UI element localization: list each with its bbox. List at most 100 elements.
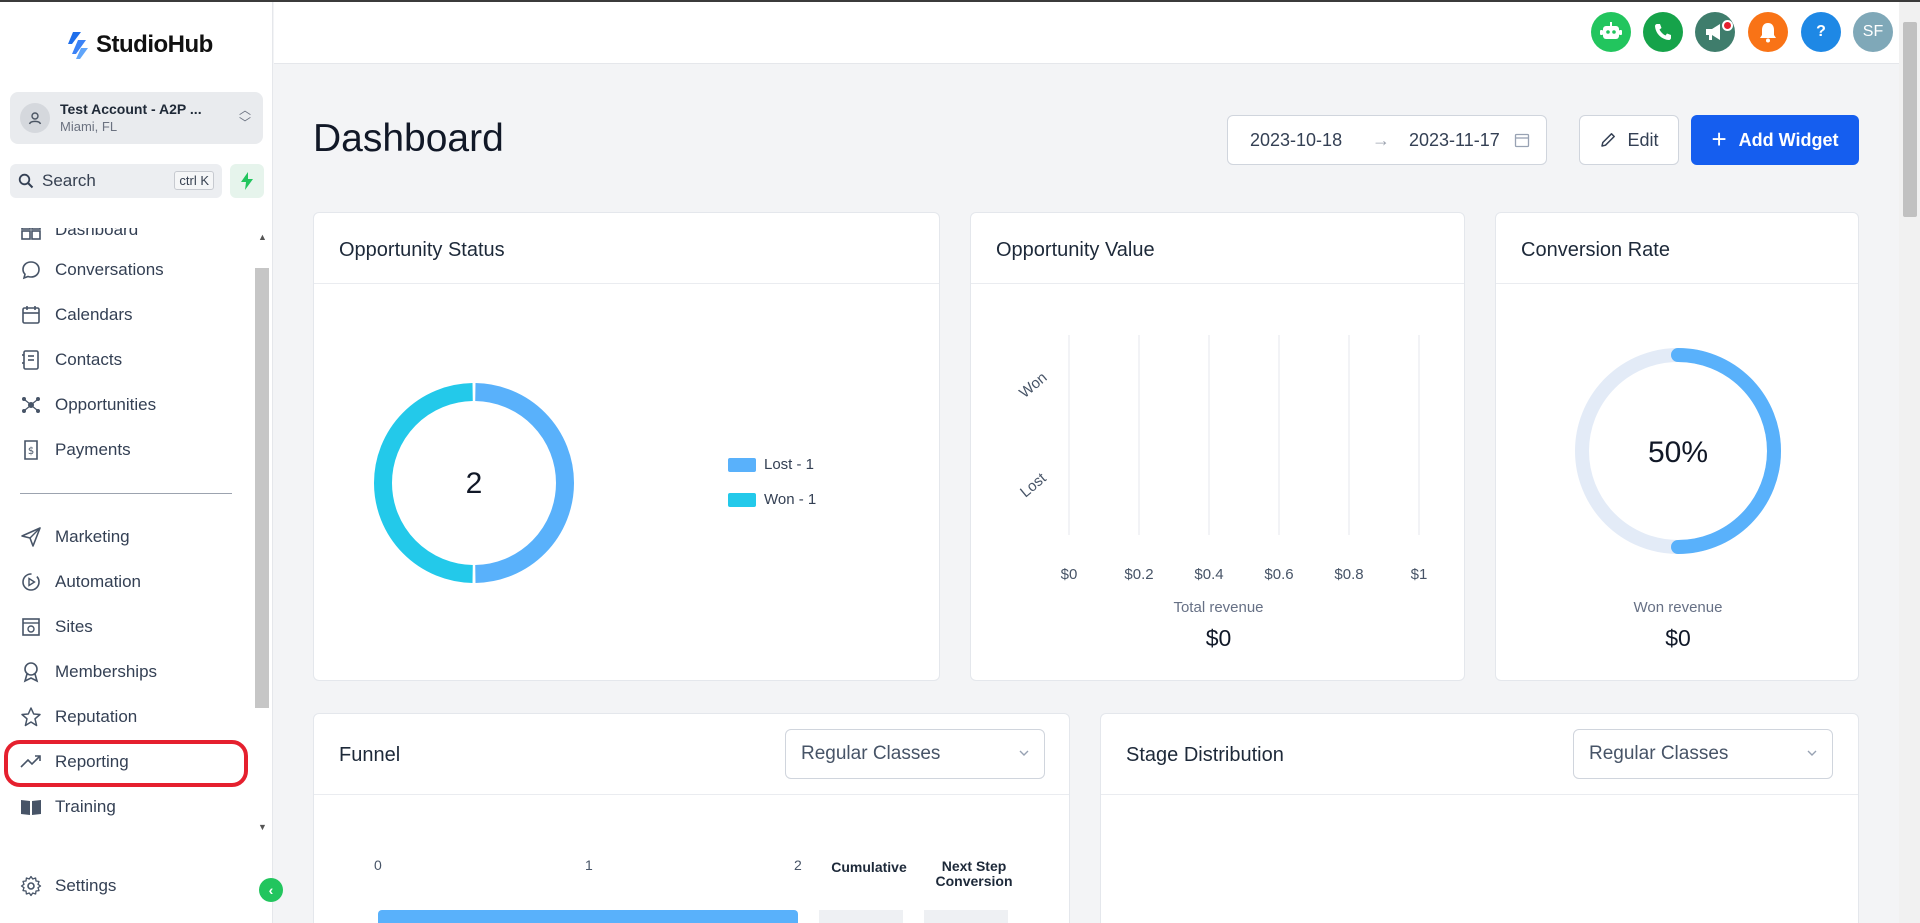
card-title: Funnel <box>339 744 401 766</box>
account-switcher[interactable]: Test Account - A2P ... Miami, FL ︿ ﹀ <box>10 92 263 144</box>
x-tick-label: $0.8 <box>1334 566 1363 583</box>
collapse-sidebar-button[interactable]: ‹ <box>259 878 283 902</box>
page-title: Dashboard <box>313 117 504 160</box>
user-avatar[interactable]: SF <box>1853 12 1893 52</box>
automation-icon <box>22 573 40 591</box>
sidebar-scrollbar[interactable]: ▲ ▼ <box>253 228 271 838</box>
sidebar-item-automation[interactable]: Automation <box>0 562 252 602</box>
card-title: Conversion Rate <box>1521 239 1670 261</box>
announcements-button[interactable] <box>1695 12 1735 52</box>
sidebar-item-reporting[interactable]: Reporting <box>0 742 252 782</box>
arrow-right-icon: → <box>1372 129 1390 150</box>
sidebar-item-label: Automation <box>55 572 141 591</box>
send-icon <box>21 527 41 547</box>
y-category-label: Lost <box>1017 469 1050 501</box>
sidebar-item-label: Opportunities <box>55 395 157 414</box>
sidebar-item-memberships[interactable]: Memberships <box>0 652 252 692</box>
sidebar-item-opportunities[interactable]: Opportunities <box>0 385 252 425</box>
pencil-icon <box>1601 133 1616 147</box>
funnel-bar[interactable] <box>378 910 798 923</box>
legend-item-won[interactable]: Won - 1 <box>728 491 816 508</box>
window-top-border <box>0 0 1920 2</box>
gear-icon <box>20 875 42 897</box>
date-range-picker[interactable]: 2023-10-18 → 2023-11-17 <box>1227 115 1547 165</box>
chevron-updown-icon: ︿ ﹀ <box>238 103 251 130</box>
search-input[interactable]: Search ctrl K <box>10 164 222 198</box>
donut-slice-won[interactable] <box>374 383 473 583</box>
stage-pipeline-select[interactable]: Regular Classes <box>1573 729 1833 779</box>
sidebar-item-label: Reporting <box>55 752 129 771</box>
scroll-up-arrow-icon[interactable]: ▲ <box>258 232 267 242</box>
sidebar-item-label: Settings <box>55 876 117 895</box>
top-header: ? SF <box>274 2 1920 64</box>
sidebar-item-marketing[interactable]: Marketing <box>0 517 252 557</box>
opportunities-icon <box>22 397 40 413</box>
date-end[interactable]: 2023-11-17 <box>1409 129 1500 150</box>
funnel-col-next-step: Next Step Conversion <box>919 859 1029 889</box>
help-button[interactable]: ? <box>1801 12 1841 52</box>
sidebar-item-reputation[interactable]: Reputation <box>0 697 252 737</box>
edit-button[interactable]: Edit <box>1579 115 1679 165</box>
sidebar-item-payments[interactable]: $ Payments <box>0 430 252 470</box>
studiohub-logo-icon <box>68 32 88 59</box>
gauge-fill[interactable] <box>1671 348 1781 554</box>
funnel-col-next-step-line1: Next Step <box>941 858 1007 874</box>
donut-slice-lost[interactable] <box>475 383 574 583</box>
total-revenue-value: $0 <box>1205 625 1232 651</box>
page-scrollbar[interactable] <box>1899 2 1920 923</box>
card-divider <box>971 283 1464 284</box>
sidebar-item-contacts[interactable]: Contacts <box>0 340 252 380</box>
calendar-icon <box>22 306 40 324</box>
award-icon <box>23 662 39 683</box>
sites-icon <box>22 618 40 636</box>
chevron-left-icon: ‹ <box>268 882 274 898</box>
funnel-cumulative-cell <box>819 910 903 923</box>
funnel-pipeline-select[interactable]: Regular Classes <box>785 729 1045 779</box>
sidebar-scroll-thumb[interactable] <box>255 268 269 708</box>
x-tick-label: $1 <box>1411 566 1428 583</box>
date-start[interactable]: 2023-10-18 <box>1250 129 1343 150</box>
ai-bot-button[interactable] <box>1591 12 1631 52</box>
chat-bubble-icon <box>22 261 40 280</box>
total-revenue-label: Total revenue <box>1173 599 1264 616</box>
add-widget-button[interactable]: + Add Widget <box>1691 115 1859 165</box>
conversion-rate-gauge: 50% <box>1575 348 1781 554</box>
sidebar-item-label: Contacts <box>55 350 123 369</box>
legend-item-lost[interactable]: Lost - 1 <box>728 456 814 473</box>
card-divider <box>1101 794 1858 795</box>
calendar-icon <box>1514 133 1530 148</box>
card-divider <box>314 283 939 284</box>
notifications-button[interactable] <box>1748 12 1788 52</box>
add-widget-label: Add Widget <box>1738 129 1839 150</box>
x-tick-label: $0 <box>1061 566 1078 583</box>
notification-dot <box>1722 20 1733 31</box>
sidebar-item-dashboard[interactable]: Dashboard <box>0 228 252 250</box>
sidebar: StudioHub Test Account - A2P ... Miami, … <box>0 0 283 923</box>
funnel-axis-tick: 0 <box>374 857 382 873</box>
brand-logo[interactable]: StudioHub <box>64 30 213 60</box>
card-title: Stage Distribution <box>1126 744 1284 766</box>
sidebar-item-label: Dashboard <box>55 228 139 239</box>
x-tick-label: $0.4 <box>1194 566 1223 583</box>
sidebar-item-conversations[interactable]: Conversations <box>0 250 252 290</box>
chevron-down-icon <box>1807 750 1817 756</box>
won-revenue-value: $0 <box>1665 625 1691 651</box>
megaphone-icon <box>1706 24 1720 40</box>
sidebar-item-label: Training <box>55 797 116 816</box>
sidebar-item-settings[interactable]: Settings <box>0 866 252 906</box>
funnel-col-next-step-line2: Conversion <box>935 873 1013 889</box>
page-scroll-thumb[interactable] <box>1903 22 1917 217</box>
sidebar-item-sites[interactable]: Sites <box>0 607 252 647</box>
card-divider <box>314 794 1069 795</box>
edit-label: Edit <box>1627 129 1659 150</box>
sidebar-item-calendars[interactable]: Calendars <box>0 295 252 335</box>
quick-actions-button[interactable] <box>230 164 264 198</box>
x-tick-label: $0.2 <box>1124 566 1153 583</box>
sidebar-item-training[interactable]: Training <box>0 787 252 827</box>
stage-distribution-card: Stage Distribution Regular Classes <box>1100 713 1859 923</box>
scroll-down-arrow-icon[interactable]: ▼ <box>258 822 267 832</box>
funnel-card: Funnel Regular Classes 0 1 2 Cumulative … <box>313 713 1070 923</box>
card-divider <box>1496 283 1858 284</box>
sidebar-item-label: Reputation <box>55 707 138 726</box>
phone-button[interactable] <box>1643 12 1683 52</box>
